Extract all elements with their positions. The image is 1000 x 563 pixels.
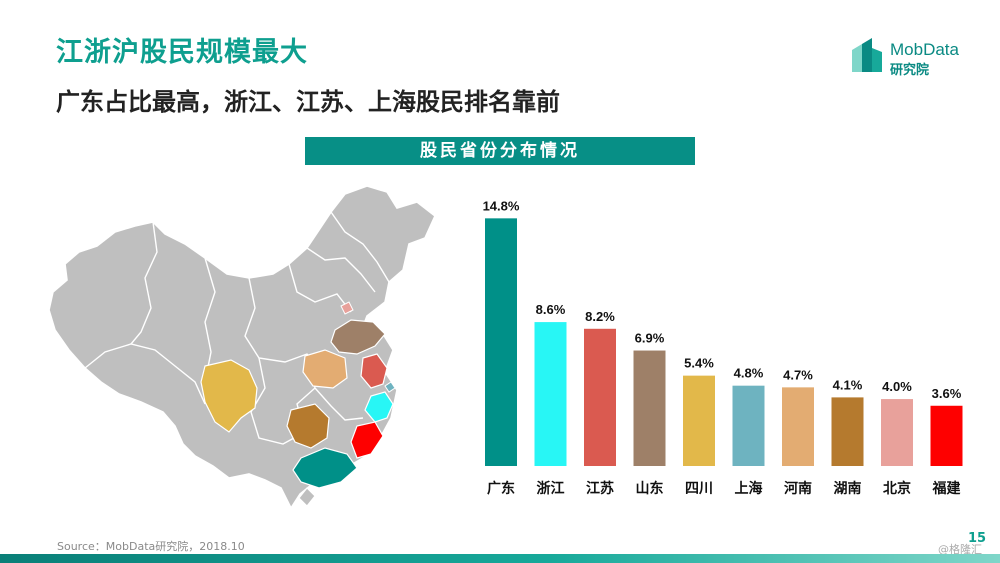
bar-value-label: 6.9%: [635, 331, 665, 346]
page-number: 15: [968, 531, 987, 546]
bar-山东: [633, 350, 666, 466]
category-label: 上海: [735, 480, 763, 497]
bar-value-label: 8.6%: [536, 302, 566, 317]
category-label: 浙江: [537, 480, 565, 497]
bar-value-label: 4.7%: [783, 367, 813, 382]
mobdata-logo: MobData 研究院: [850, 38, 980, 78]
highlighted-provinces: [200, 301, 396, 489]
bar-value-label: 4.1%: [833, 377, 863, 392]
bar-value-label: 4.0%: [882, 379, 912, 394]
bar-value-label: 8.2%: [585, 309, 615, 324]
category-label: 山东: [636, 480, 664, 497]
footer-gradient-bar: [0, 554, 1000, 563]
bar-value-label: 14.8%: [483, 198, 520, 213]
category-label: 福建: [932, 480, 961, 497]
bar-四川: [683, 375, 715, 466]
bar-福建: [930, 405, 963, 466]
watermark-text: @格隆汇: [938, 543, 982, 556]
source-note: Source：MobData研究院，2018.10: [57, 540, 245, 553]
bar-value-label: 3.6%: [932, 386, 962, 401]
category-label: 河南: [784, 480, 812, 497]
category-label: 江苏: [586, 480, 614, 497]
category-label: 北京: [883, 480, 911, 497]
bar-浙江: [534, 322, 567, 466]
chart-title: 股民省份分布情况: [305, 137, 695, 165]
page-title: 江浙沪股民规模最大: [56, 37, 308, 68]
logo-brand-text: MobData: [890, 40, 959, 59]
page-subtitle: 广东占比最高，浙江、江苏、上海股民排名靠前: [56, 88, 560, 116]
province-bar-chart: 14.8% 广东 8.6% 浙江 8.2% 江苏 6.9% 山东 5.4% 四川 4.8% 上海 4.7…: [483, 198, 963, 497]
bar-value-label: 4.8%: [734, 366, 764, 381]
bar-湖南: [831, 397, 864, 466]
bar-江苏: [584, 328, 616, 466]
logo-mark-icon: [852, 38, 882, 72]
bar-value-label: 5.4%: [684, 356, 714, 371]
bar-河南: [782, 387, 814, 466]
china-province-map: [48, 185, 436, 510]
category-label: 四川: [685, 481, 713, 497]
logo-sub-text: 研究院: [890, 63, 930, 78]
category-label: 广东: [487, 480, 515, 497]
category-label: 湖南: [834, 480, 862, 497]
bar-北京: [881, 399, 913, 466]
bar-广东: [485, 218, 517, 466]
china-base-shape: [48, 185, 436, 510]
bar-上海: [732, 385, 765, 466]
